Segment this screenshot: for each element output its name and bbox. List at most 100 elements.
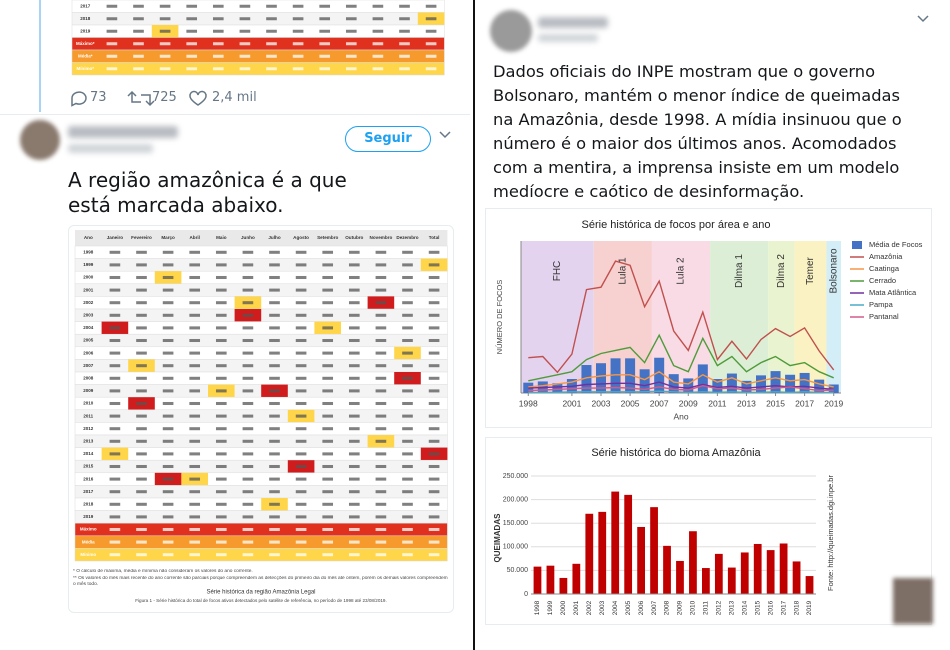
x-tick-label: 2019 [806, 600, 813, 615]
avatar[interactable] [893, 578, 933, 624]
tweet-text: Dados oficiais do INPE mostram que o gov… [493, 62, 902, 201]
caret[interactable] [916, 14, 930, 24]
cell-value [162, 502, 174, 506]
cell-value [162, 540, 174, 544]
series-line [528, 384, 834, 392]
cell-value [295, 288, 307, 292]
cell-value [399, 67, 410, 71]
cell-value [322, 250, 334, 254]
table-row [71, 37, 445, 51]
row-label: 2014 [83, 451, 94, 456]
cell-value [189, 301, 201, 305]
cell-value [136, 389, 147, 393]
cell-value [345, 4, 357, 8]
x-tick-label: 2017 [795, 398, 814, 408]
row-label: 2018 [83, 501, 94, 506]
row-label: Média* [78, 53, 93, 58]
cell-value [159, 54, 171, 58]
cell-value [375, 452, 387, 456]
user-handle[interactable] [538, 34, 598, 42]
follow-button[interactable]: Seguir [345, 126, 431, 152]
cell-value [239, 17, 251, 21]
cell-value [295, 414, 307, 418]
cell-value [269, 263, 280, 267]
cell-value [136, 515, 147, 519]
cell-value [136, 527, 147, 532]
cell-value [162, 364, 174, 368]
user-name[interactable] [68, 126, 178, 138]
column-header: Outubro [345, 235, 363, 240]
cell-value [133, 67, 144, 71]
caret[interactable] [438, 130, 452, 140]
cell-value [269, 414, 280, 418]
y-tick-label: 250.000 [503, 473, 528, 480]
cell-value [266, 42, 277, 46]
note-box: * O cálculo de máxima, média e mínima nã… [73, 569, 253, 574]
cell-value [292, 29, 304, 33]
cell-value [372, 29, 384, 33]
bar-chart: Série histórica do bioma Amazônia 0 50.000… [485, 437, 932, 625]
cell-value [345, 42, 357, 46]
cell-value [133, 17, 144, 21]
cell-value [322, 515, 334, 519]
row-label: 1999 [83, 262, 94, 267]
cell-value [242, 401, 254, 406]
cell-value [162, 553, 174, 557]
cell-value [348, 502, 360, 506]
retweet-icon[interactable] [127, 90, 155, 107]
bar [676, 560, 684, 594]
x-tick-label: 2017 [780, 600, 787, 615]
column-header: Março [161, 235, 175, 240]
cell-value [348, 351, 360, 355]
cell-value [133, 54, 144, 58]
divider [473, 0, 475, 650]
user-handle[interactable] [68, 144, 153, 153]
cell-value [136, 326, 147, 330]
legend-label: Cerrado [869, 276, 896, 285]
cell-value [295, 439, 307, 443]
cell-value [295, 313, 307, 317]
cell-value [292, 54, 304, 58]
cell-value [348, 439, 360, 443]
row-label: 2011 [83, 413, 93, 418]
bar [683, 378, 694, 393]
cell-value [269, 477, 280, 481]
cell-value [295, 464, 307, 469]
cell-value [215, 326, 227, 330]
cell-value [136, 364, 147, 368]
cell-value [348, 477, 360, 481]
table-image: 2017 2018 2019 Máximo* Média* Mínimo* [71, 0, 445, 76]
cell-value [402, 326, 413, 330]
cell-value [136, 313, 147, 317]
cell-value [109, 515, 121, 519]
cell-value [212, 54, 224, 58]
bar [814, 379, 825, 393]
like-icon[interactable] [189, 90, 207, 106]
cell-value [402, 263, 413, 267]
cell-value [162, 250, 174, 254]
cell-value [348, 527, 360, 532]
reply-icon[interactable] [71, 91, 87, 107]
cell-value [162, 275, 174, 280]
cell-value [186, 4, 198, 8]
x-tick-label: 1998 [534, 600, 541, 615]
cell-value [402, 452, 413, 456]
bar [639, 369, 650, 393]
row-label: 2004 [83, 325, 94, 330]
cell-value [322, 477, 334, 481]
cell-value [322, 401, 334, 406]
user-name[interactable] [538, 17, 608, 28]
avatar[interactable] [490, 10, 532, 52]
row-label: 2003 [83, 312, 94, 317]
x-tick-label: 2009 [679, 398, 698, 408]
cell-value [322, 490, 334, 494]
x-tick-label: 2001 [562, 398, 581, 408]
cell-value [375, 263, 387, 267]
source: Fonte: http://queimadas.dgi.inpe.br [826, 475, 835, 591]
cell-value [136, 401, 147, 406]
y-tick-label: 0 [524, 591, 528, 598]
tweet-text: A região amazônica é a que está marcada … [68, 168, 347, 217]
cell-value [295, 275, 307, 280]
avatar[interactable] [20, 120, 60, 160]
cell-value [402, 275, 413, 280]
